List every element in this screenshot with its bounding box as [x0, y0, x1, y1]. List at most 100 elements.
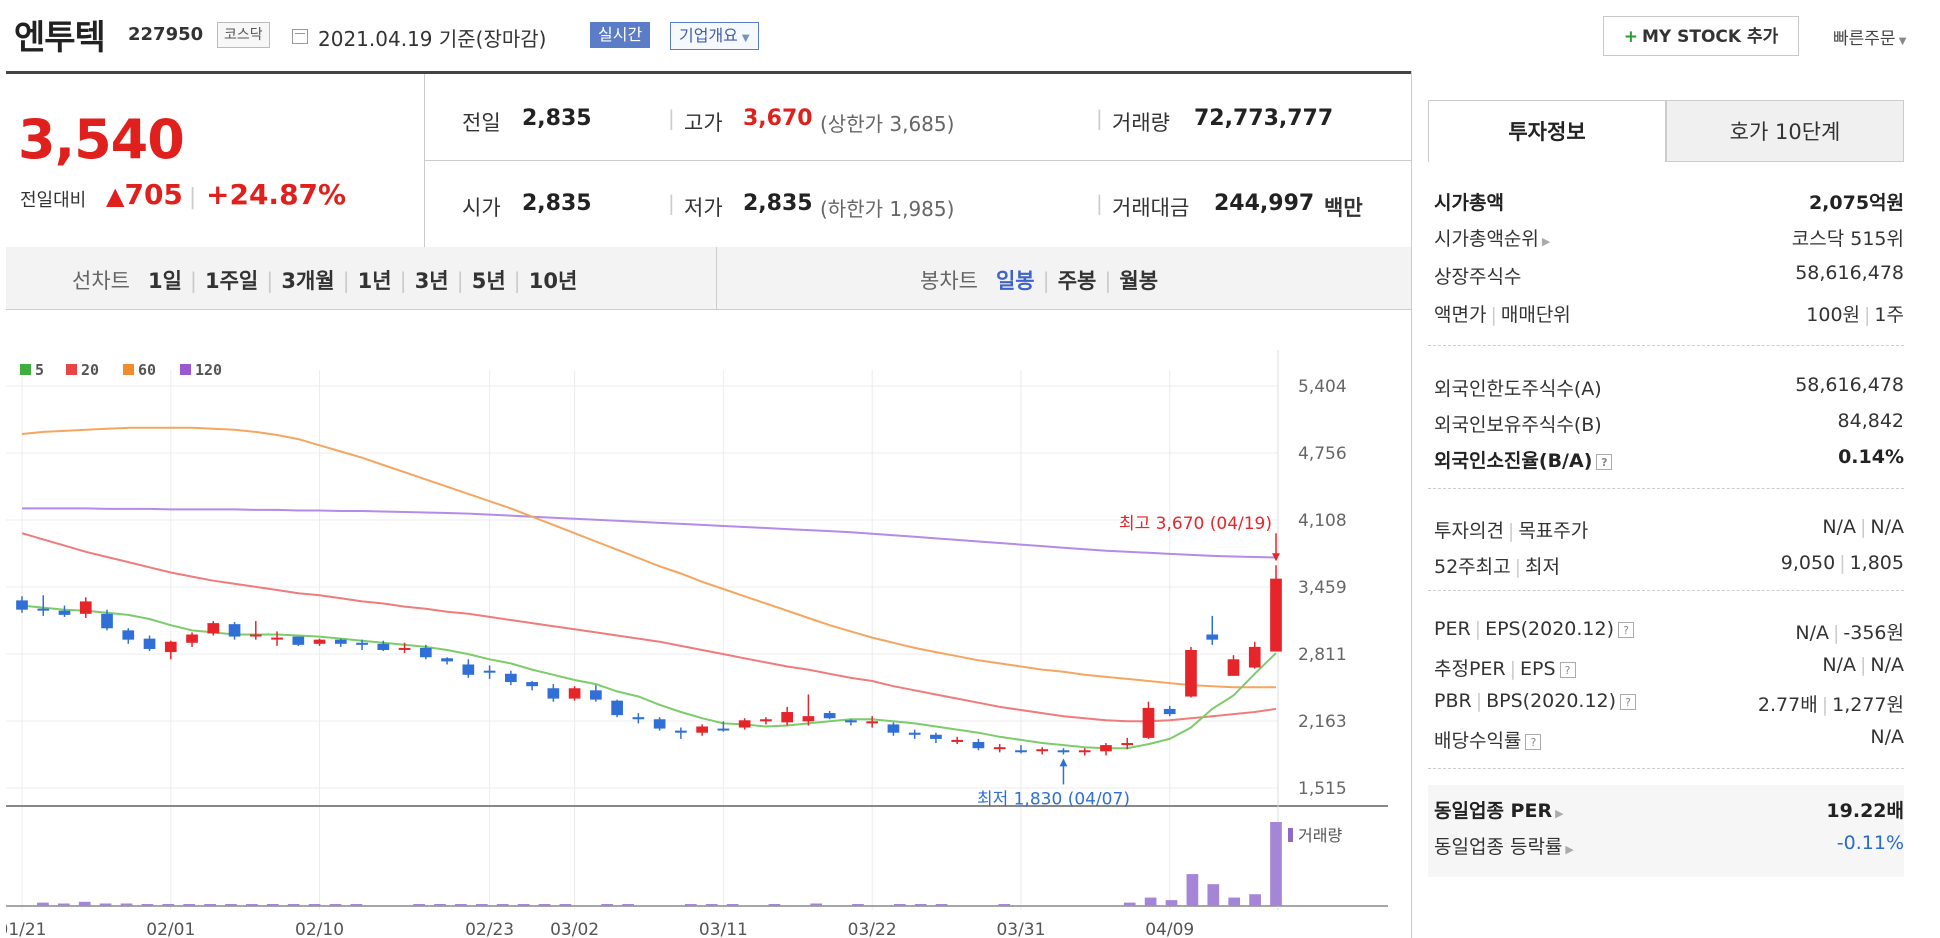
info-row: 상장주식수 58,616,478	[1428, 262, 1904, 292]
tab-monthly[interactable]: 월봉	[1119, 269, 1159, 293]
y-tick-label: 4,756	[1298, 444, 1347, 464]
info-value: 2,075억원	[1808, 192, 1904, 214]
info-value: 100원	[1806, 304, 1861, 326]
candle-body	[1142, 707, 1155, 738]
volume-bar	[1165, 900, 1178, 906]
candle-body	[249, 634, 262, 637]
low-label: 저가	[684, 196, 723, 220]
up-triangle-icon: ▲	[106, 182, 125, 210]
volume-bar	[266, 904, 279, 906]
volume-bar	[225, 904, 237, 906]
candle-body	[122, 630, 135, 640]
y-tick-label: 1,515	[1298, 779, 1347, 799]
volume-bar	[726, 904, 739, 906]
separator: |	[188, 185, 197, 210]
separator: |	[1096, 191, 1103, 215]
candle-body	[1121, 743, 1134, 746]
divider	[425, 160, 1411, 161]
separator: |	[668, 106, 675, 130]
tab-10y[interactable]: 10년	[528, 269, 578, 293]
tab-1w[interactable]: 1주일	[204, 269, 259, 293]
candle-body	[760, 719, 772, 722]
tab-investment-info[interactable]: 투자정보	[1428, 100, 1666, 162]
volume-bar	[57, 903, 70, 906]
arrow-right-icon[interactable]: ▶	[1565, 843, 1574, 856]
realtime-button[interactable]: 실시간	[590, 22, 651, 48]
tab-1y[interactable]: 1년	[357, 269, 392, 293]
caret-down-icon: ▼	[1895, 36, 1907, 47]
tab-3y[interactable]: 3년	[414, 269, 449, 293]
tab-1d[interactable]: 1일	[147, 269, 182, 293]
add-mystock-button[interactable]: + MY STOCK 추가	[1603, 16, 1799, 56]
help-icon[interactable]: ?	[1596, 453, 1613, 470]
price-chart[interactable]: 5,404 4,756 4,108 3,459 2,811 2,163 1,515 01/21…	[6, 310, 1406, 938]
quick-order-menu[interactable]: 빠른주문 ▼	[1833, 24, 1906, 49]
tab-order-book[interactable]: 호가 10단계	[1666, 100, 1904, 162]
help-icon[interactable]: ?	[1620, 693, 1637, 710]
info-label-2: 최저	[1525, 556, 1560, 578]
arrow-right-icon[interactable]: ▶	[1555, 807, 1564, 820]
info-value: 84,842	[1837, 410, 1904, 432]
info-label-2: 매매단위	[1500, 304, 1571, 326]
tab-daily[interactable]: 일봉	[995, 269, 1035, 293]
ma20-line	[21, 532, 1277, 723]
volume-bar	[1207, 884, 1220, 906]
legend-swatch	[180, 364, 191, 375]
info-label: 액면가	[1434, 304, 1487, 326]
volume-bar	[413, 904, 425, 906]
x-tick-label: 03/11	[699, 920, 748, 938]
info-label: 시가총액	[1434, 192, 1504, 214]
candle-body	[590, 690, 602, 700]
candle-body	[908, 732, 921, 735]
upper-limit: (상한가 3,685)	[820, 112, 955, 136]
change-percent: +24.87%	[206, 178, 347, 211]
volume-bar	[308, 904, 321, 906]
ma120-line	[22, 507, 1277, 559]
volume-bar	[810, 903, 823, 906]
volume-bar	[455, 904, 467, 906]
add-mystock-label: MY STOCK 추가	[1641, 27, 1779, 47]
arrow-right-icon[interactable]: ▶	[1541, 235, 1551, 248]
ma60-line	[21, 426, 1276, 689]
tab-5y[interactable]: 5년	[471, 269, 506, 293]
candle-body	[334, 639, 347, 644]
info-value: N/A	[1822, 654, 1856, 676]
candle-body	[972, 742, 985, 749]
candle-body	[781, 712, 793, 723]
volume-bar	[183, 904, 196, 906]
help-icon[interactable]: ?	[1525, 733, 1542, 750]
prev-close-label: 전일	[462, 111, 501, 135]
company-overview-button[interactable]: 기업개요 ▼	[670, 22, 759, 50]
info-label: 투자의견	[1434, 520, 1504, 542]
volume-bar	[246, 904, 258, 906]
candle-body	[313, 639, 326, 644]
x-tick-label: 01/21	[6, 920, 47, 938]
amount-value: 244,997	[1214, 191, 1315, 216]
tab-weekly[interactable]: 주봉	[1057, 269, 1097, 293]
candle-body	[823, 713, 836, 719]
info-value: 9,050	[1780, 552, 1836, 574]
x-tick-label: 03/22	[848, 920, 897, 938]
candle-body	[1057, 750, 1070, 753]
candle-body	[505, 673, 517, 683]
volume-bar	[622, 904, 634, 906]
info-label: PBR	[1434, 690, 1472, 712]
volume-bar	[287, 904, 300, 906]
candle-body	[79, 601, 92, 614]
tab-3m[interactable]: 3개월	[281, 269, 335, 293]
candle-body	[738, 720, 751, 728]
help-icon[interactable]: ?	[1618, 621, 1634, 638]
volume-bar	[204, 904, 216, 906]
volume-bar	[1144, 897, 1157, 906]
volume-bar	[329, 904, 342, 906]
x-tick-label: 02/10	[295, 920, 344, 938]
separator: |	[668, 191, 675, 215]
info-row: 추정PER | EPS? N/A | N/A	[1434, 654, 1904, 680]
plus-icon: +	[1623, 27, 1638, 47]
help-icon[interactable]: ?	[1559, 661, 1576, 678]
info-value: 2.77배	[1757, 694, 1818, 716]
candle-body	[1078, 750, 1091, 753]
volume-label: 거래량	[1112, 111, 1170, 135]
volume-bar	[434, 904, 446, 906]
info-row: 시가총액 2,075억원	[1428, 188, 1904, 218]
